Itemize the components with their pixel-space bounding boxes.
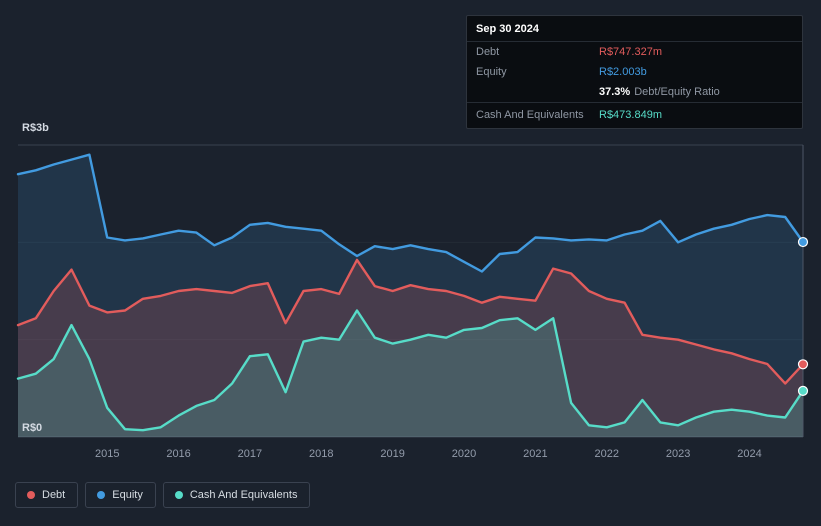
x-axis-label: 2016 [166, 448, 191, 460]
x-axis-label: 2017 [237, 448, 263, 460]
tooltip-equity-value: R$2.003b [599, 66, 647, 78]
tooltip-cash-label: Cash And Equivalents [476, 109, 584, 121]
chart-legend: Debt Equity Cash And Equivalents [15, 482, 311, 508]
x-axis-label: 2021 [523, 448, 548, 460]
tooltip-cash-value: R$473.849m [599, 109, 662, 121]
tooltip-date: Sep 30 2024 [467, 16, 802, 42]
legend-debt-label: Debt [42, 489, 66, 501]
tooltip-debt-label: Debt [476, 46, 500, 58]
x-axis-label: 2024 [737, 448, 762, 460]
x-axis-label: 2023 [665, 448, 691, 460]
tooltip-ratio-row: 37.3% Debt/Equity Ratio [467, 82, 802, 102]
tooltip-equity-row: Equity R$2.003b [467, 62, 802, 82]
tooltip-debt-row: Debt R$747.327m [467, 42, 802, 62]
debt-area [18, 259, 803, 437]
chart-tooltip: Sep 30 2024 Debt R$747.327m Equity R$2.0… [466, 15, 803, 129]
legend-cash-label: Cash And Equivalents [189, 489, 298, 501]
x-axis-label: 2020 [451, 448, 477, 460]
x-axis-label: 2015 [94, 448, 120, 460]
equity-area [18, 154, 803, 437]
x-axis-label: 2018 [309, 448, 334, 460]
x-axis: 2015 2016 2017 2018 2019 2020 2021 2022 2023 2024 [0, 448, 821, 464]
tooltip-ratio-label: Debt/Equity Ratio [634, 86, 720, 98]
tooltip-equity-label: Equity [476, 66, 507, 78]
legend-item-debt[interactable]: Debt [15, 482, 79, 508]
tooltip-debt-value: R$747.327m [599, 46, 662, 58]
cash-and-equivalents-end-dot [797, 385, 809, 396]
legend-equity-label: Equity [112, 489, 143, 501]
tooltip-cash-row: Cash And Equivalents R$473.849m [467, 102, 802, 128]
y-axis-max-label: R$3b [22, 122, 49, 134]
tooltip-ratio-value: 37.3% [599, 86, 631, 98]
legend-item-equity[interactable]: Equity [85, 482, 156, 508]
x-axis-label: 2019 [380, 448, 405, 460]
y-axis-min-label: R$0 [22, 422, 43, 434]
equity-legend-dot-icon [97, 491, 106, 499]
debt-legend-dot-icon [27, 491, 35, 499]
cash-and-equivalents-area [18, 310, 803, 437]
equity-end-dot [797, 236, 809, 248]
equity-line [16, 153, 805, 273]
debt-end-dot [797, 359, 809, 370]
legend-item-cash[interactable]: Cash And Equivalents [162, 482, 311, 508]
x-axis-label: 2022 [594, 448, 619, 460]
cash-legend-dot-icon [174, 491, 183, 499]
cash-and-equivalents-line [16, 309, 805, 432]
debt-line [16, 258, 805, 385]
